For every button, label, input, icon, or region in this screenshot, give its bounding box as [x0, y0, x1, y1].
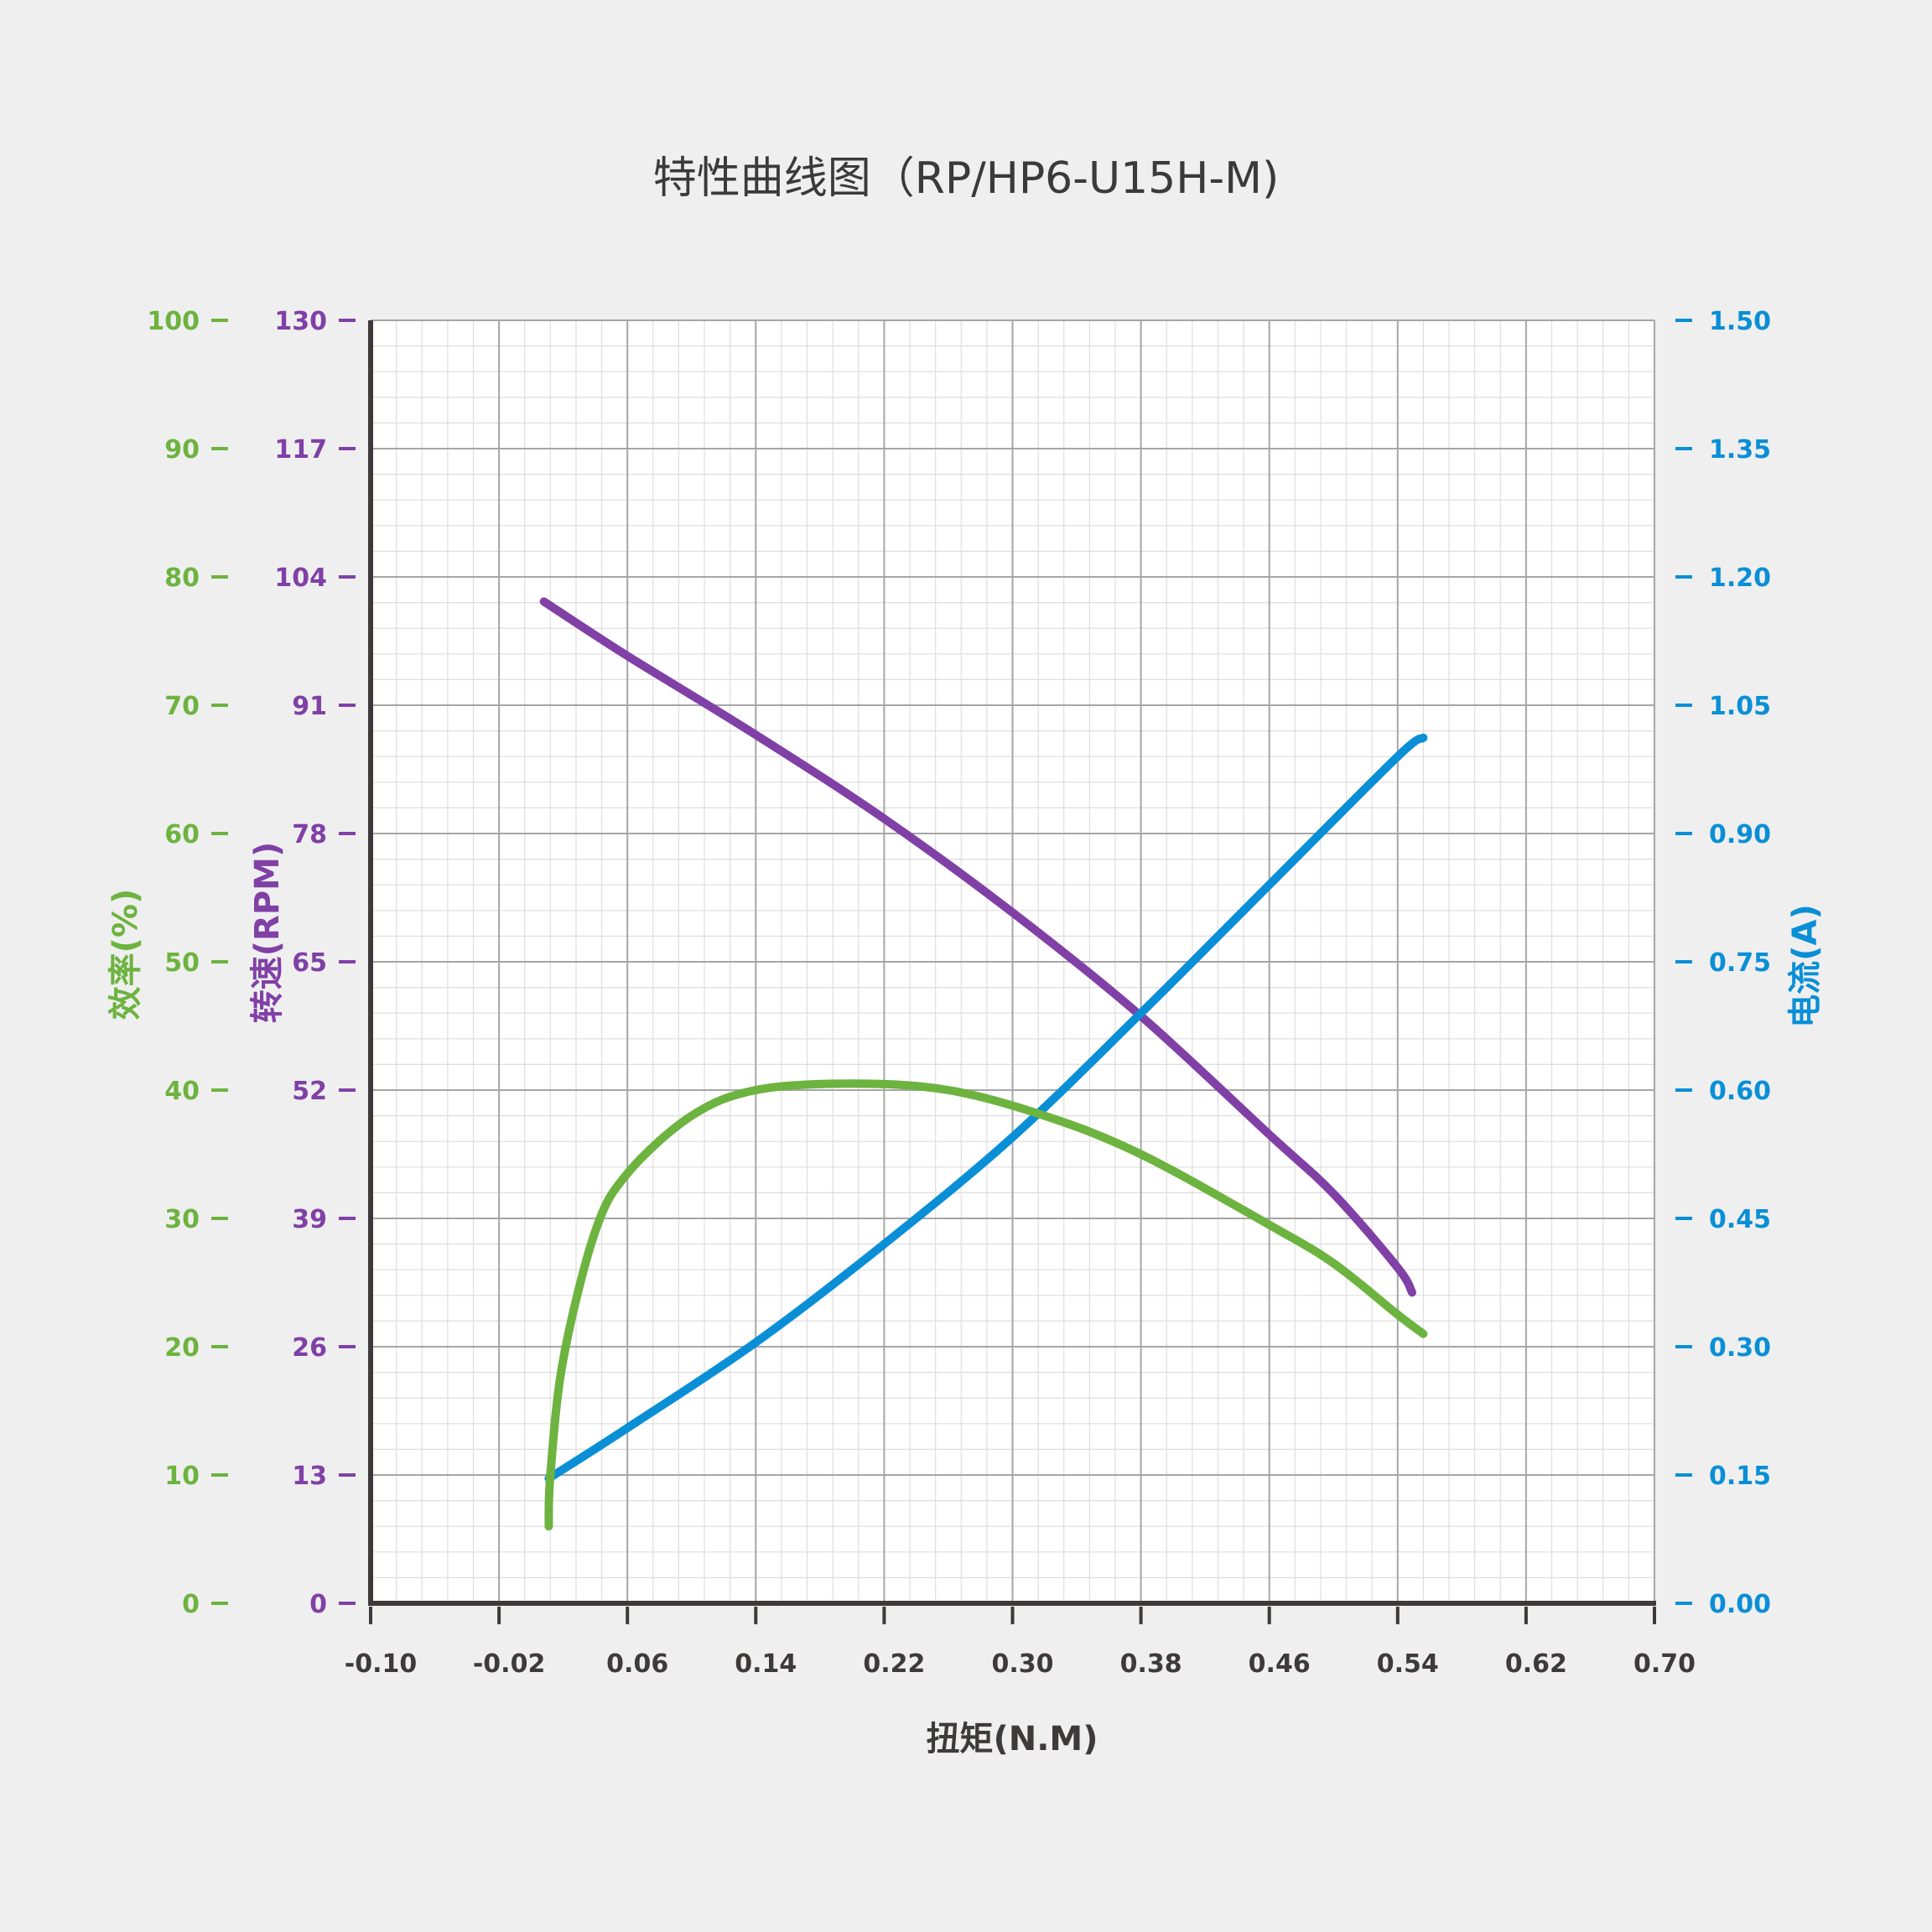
efficiency-tick-label: 70 [164, 692, 200, 721]
current-axis-title: 电流(A) [1786, 904, 1825, 1028]
chart-title: 特性曲线图（RP/HP6-U15H-M) [653, 153, 1280, 204]
speed-tick-label: 26 [292, 1333, 327, 1363]
x-tick-label: -0.10 [345, 1649, 417, 1679]
series-layer [539, 597, 1428, 1531]
x-tick-label: 0.54 [1377, 1649, 1439, 1679]
x-tick-label: 0.30 [991, 1649, 1053, 1679]
speed-axis-title: 转速(RPM) [248, 842, 287, 1023]
efficiency-axis-title: 效率(%) [106, 889, 145, 1021]
efficiency-tick-label: 20 [164, 1333, 200, 1363]
current-tick-label: 0.30 [1709, 1333, 1771, 1363]
efficiency-tick-label: 10 [164, 1462, 200, 1491]
x-tick-label: 0.62 [1505, 1649, 1567, 1679]
ticks-layer: 0 0 0.00 10 13 0.15 20 26 0.30 30 39 0.45 40 52 0.60 50… [147, 307, 1771, 1679]
speed-tick-label: 78 [292, 820, 327, 849]
speed-tick-label: 13 [292, 1462, 327, 1491]
speed-tick-label: 130 [274, 307, 327, 336]
x-tick-label: -0.02 [473, 1649, 545, 1679]
efficiency-tick-label: 100 [147, 307, 200, 336]
current-tick-label: 0.00 [1709, 1590, 1771, 1619]
x-tick-label: 0.06 [606, 1649, 668, 1679]
speed-tick-label: 0 [309, 1590, 327, 1619]
x-tick-label: 0.38 [1120, 1649, 1182, 1679]
current-tick-label: 0.60 [1709, 1077, 1771, 1106]
current-series-line [544, 733, 1428, 1483]
x-tick-label: 0.70 [1633, 1649, 1696, 1679]
efficiency-tick-label: 30 [164, 1205, 200, 1234]
major-grid [371, 319, 1655, 1603]
current-tick-label: 0.45 [1709, 1205, 1771, 1234]
x-axis-title: 扭矩(N.M) [926, 1720, 1098, 1758]
speed-tick-label: 117 [274, 435, 327, 465]
x-tick-label: 0.46 [1249, 1649, 1311, 1679]
x-tick-label: 0.14 [735, 1649, 797, 1679]
efficiency-tick-label: 40 [164, 1077, 200, 1106]
x-tick-label: 0.22 [863, 1649, 925, 1679]
speed-series-line [539, 597, 1416, 1297]
current-tick-label: 0.15 [1709, 1462, 1771, 1491]
efficiency-tick-label: 0 [182, 1590, 200, 1619]
speed-tick-label: 91 [292, 692, 327, 721]
efficiency-tick-label: 50 [164, 948, 200, 978]
speed-tick-label: 39 [292, 1205, 327, 1234]
current-tick-label: 1.20 [1709, 564, 1771, 593]
efficiency-series-line [544, 1079, 1428, 1531]
speed-tick-label: 65 [292, 948, 327, 978]
speed-tick-label: 52 [292, 1077, 327, 1106]
current-tick-label: 1.35 [1709, 435, 1771, 465]
efficiency-tick-label: 90 [164, 435, 200, 465]
efficiency-tick-label: 60 [164, 820, 200, 849]
efficiency-tick-label: 80 [164, 564, 200, 593]
speed-tick-label: 104 [274, 564, 327, 593]
current-tick-label: 1.05 [1709, 692, 1771, 721]
current-tick-label: 1.50 [1709, 307, 1771, 336]
current-tick-label: 0.90 [1709, 820, 1771, 849]
current-tick-label: 0.75 [1709, 948, 1771, 978]
